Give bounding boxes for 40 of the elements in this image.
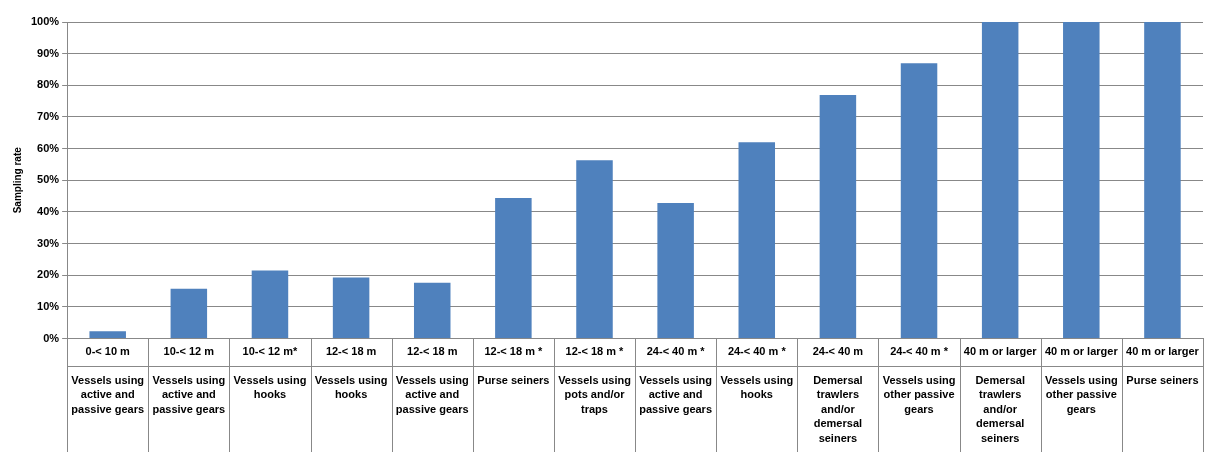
category-label: 12-< 18 m Vessels using active and passive gears (395, 344, 469, 415)
category-label: 12-< 18 m Vessels using hooks (314, 344, 388, 401)
bar (1063, 22, 1100, 338)
category-label: 40 m or larger Vessels using other passive gears (1044, 344, 1118, 415)
y-tick-label: 80% (37, 78, 60, 91)
category-label: 24-< 40 m * Vessels using hooks (720, 344, 794, 401)
category-label: 10-< 12 m* Vessels using hooks (233, 344, 307, 401)
y-tick-label: 50% (37, 173, 60, 186)
y-tick-label: 100% (30, 15, 60, 28)
bar (170, 288, 208, 338)
category-label: 24-< 40 m Demersal trawlers and/or demersal seiners (812, 344, 864, 444)
category-label: 0-< 10 m Vessels using active and passive gears (71, 344, 145, 415)
category-label: 40 m or larger Purse seiners (1126, 344, 1199, 386)
y-tick-label: 30% (37, 236, 60, 249)
bar (576, 160, 613, 338)
bar (900, 63, 938, 338)
bar (981, 22, 1019, 338)
category-label: 12-< 18 m * Vessels using pots and/or traps (558, 344, 631, 415)
y-axis-title: Sampling rate (11, 146, 23, 214)
bar (251, 270, 289, 338)
bar (89, 331, 126, 338)
bar (738, 142, 776, 338)
bar (1144, 22, 1181, 338)
y-tick-label: 70% (37, 109, 60, 122)
bar (657, 203, 694, 338)
category-label: 40 m or larger Demersal trawlers and/or demersal seiners (963, 344, 1037, 444)
category-label: 24-< 40 m * Vessels using active and passive gears (639, 344, 713, 415)
y-tick-label: 60% (37, 141, 60, 154)
y-tick-label: 90% (37, 46, 60, 59)
bar (413, 282, 451, 338)
category-label: 10-< 12 m Vessels using active and passive gears (152, 344, 226, 415)
y-tick-label: 40% (37, 204, 60, 217)
y-tick-label: 0% (43, 331, 60, 344)
bar (819, 95, 857, 338)
category-label: 12-< 18 m * Purse seiners (477, 344, 550, 386)
bar (495, 197, 532, 338)
y-tick-label: 20% (37, 268, 60, 281)
category-label: 24-< 40 m * Vessels using other passive gears (882, 344, 956, 415)
y-tick-label: 10% (37, 299, 60, 312)
bar (332, 277, 370, 338)
